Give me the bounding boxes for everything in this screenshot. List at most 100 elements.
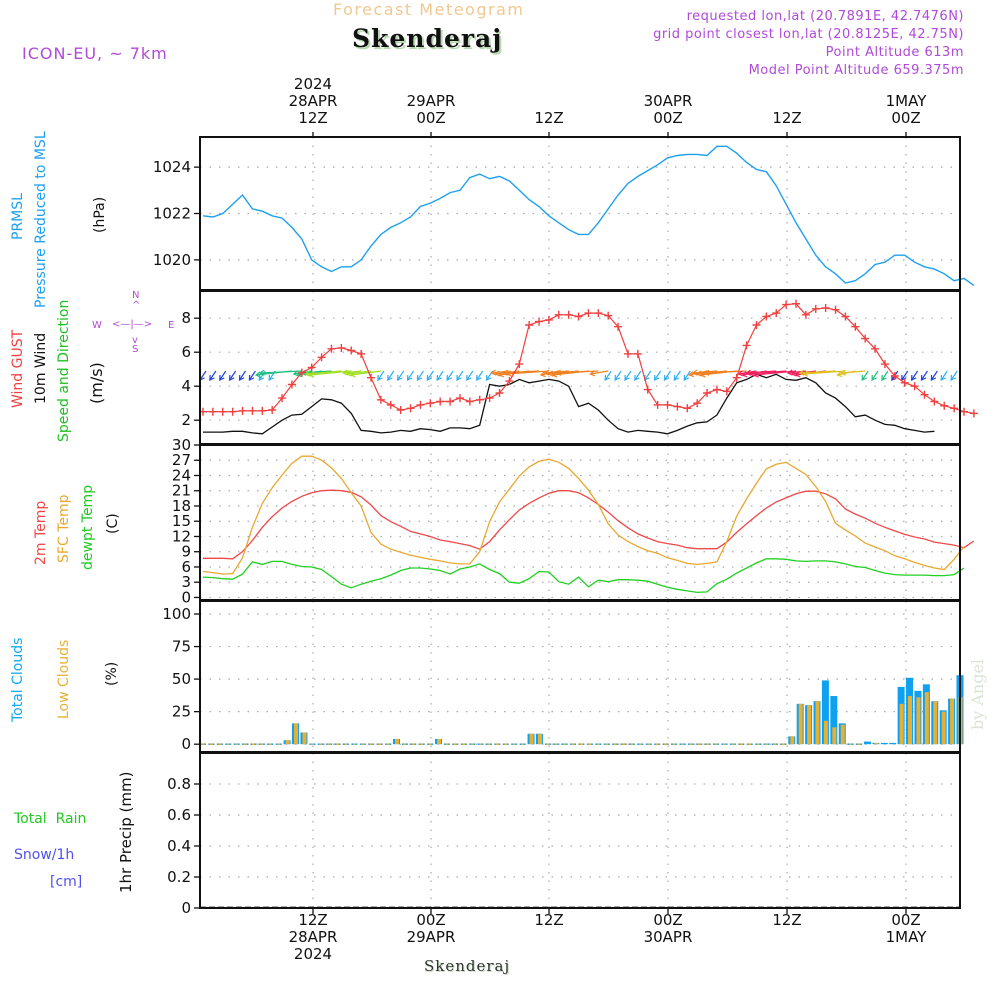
wind-arrow-head — [254, 371, 261, 378]
gust-marker — [910, 382, 919, 391]
wind-arrow-head — [397, 374, 403, 381]
top-axis-tick-line: 30APR — [643, 92, 693, 110]
gust-marker — [969, 409, 978, 418]
gust-marker — [436, 397, 445, 406]
wind-arrow — [416, 370, 424, 381]
wind-arrow-head — [786, 369, 793, 376]
gust-marker — [623, 349, 632, 358]
gust-marker — [871, 344, 880, 353]
low-cloud-bar — [832, 727, 837, 745]
gust-marker — [367, 373, 376, 382]
footer-station: Skenderaj — [424, 957, 511, 975]
gust-marker — [762, 312, 771, 321]
wind-arrow-head — [840, 369, 847, 376]
pressure-line — [202, 145, 975, 286]
gust-marker — [722, 387, 731, 396]
low-cloud-bar — [933, 701, 938, 745]
wind-arrow — [426, 370, 434, 381]
low-cloud-bar — [285, 740, 290, 745]
panel-frame — [199, 600, 961, 753]
compass-arrow-n-icon: ^ — [132, 300, 141, 311]
total-rain-label: Total Rain — [14, 811, 87, 827]
low-cloud-bar — [790, 736, 795, 745]
wind-arrow-head — [229, 374, 235, 381]
wind-arrow-head — [308, 371, 315, 378]
wind-arrow — [841, 370, 866, 374]
gust-marker — [357, 349, 366, 358]
wind-arrow — [614, 370, 622, 381]
wind-arrow — [940, 370, 948, 381]
compass-e: E — [168, 320, 175, 331]
wind-arrow — [544, 370, 569, 374]
top-axis-tick-label: 29APR 00Z — [391, 93, 471, 127]
gust-marker — [930, 397, 939, 406]
gust-marker — [238, 406, 247, 415]
gust-marker — [772, 309, 781, 318]
gust-marker — [297, 368, 306, 377]
gust-marker — [574, 312, 583, 321]
y-tick-label: 25 — [172, 703, 191, 721]
wind-arrow-head — [673, 374, 680, 381]
wind-arrow — [920, 370, 928, 381]
wind-arrow-head — [589, 370, 596, 377]
wind-arrow-head — [634, 374, 640, 381]
bottom-axis-tick-label: 12Z 28APR 2024 — [273, 912, 353, 963]
bottom-axis-tick-line: 2024 — [293, 945, 333, 963]
gust-marker — [703, 389, 712, 397]
y-tick-label: 30 — [172, 436, 191, 454]
wind-arrow-head — [703, 369, 710, 376]
wind-speed-line — [203, 373, 935, 435]
low-cloud-bar — [798, 703, 803, 745]
wind-arrow-head — [476, 374, 482, 381]
gust-marker — [831, 305, 840, 314]
total-cloud-bar — [821, 680, 829, 745]
wind-arrow — [673, 370, 681, 381]
wind-arrow-head — [501, 369, 508, 376]
gust-marker — [792, 299, 800, 308]
low-cloud-bar — [908, 696, 913, 745]
y-tick-label: 0 — [181, 735, 191, 753]
y-tick-label: 12 — [172, 527, 191, 545]
top-axis-tick-label: 30APR 00Z — [628, 93, 708, 127]
gust-marker — [614, 322, 623, 331]
wind-arrow — [911, 370, 919, 381]
gust-marker — [465, 397, 474, 406]
wind-arrow-head — [695, 370, 702, 377]
wind-arrow-head — [543, 369, 550, 376]
wind-arrow — [476, 370, 484, 381]
bottom-axis-tick-label: 00Z 30APR — [628, 912, 708, 946]
wind-arrow-head — [691, 369, 698, 376]
bottom-axis-tick-line: 12Z — [298, 911, 328, 929]
y-tick-label: 0 — [181, 588, 191, 606]
snow-label: Snow/1h — [14, 847, 75, 863]
wind-arrow — [377, 370, 385, 381]
compass-s: S — [132, 344, 139, 355]
gust-marker — [208, 407, 217, 416]
wind-arrow-head — [209, 374, 215, 381]
wind-arrow-head — [436, 374, 442, 381]
y-tick-label: 4 — [181, 377, 191, 395]
wind-arrow-head — [505, 370, 512, 377]
gust-marker — [218, 407, 227, 416]
wind-arrow — [209, 370, 217, 381]
wind-arrow — [219, 370, 227, 381]
y-tick-label: 21 — [172, 482, 191, 500]
gust-marker — [337, 343, 346, 352]
low-cloud-bar — [437, 738, 442, 745]
compass-rose: N ^ W <—|—> E v S — [92, 288, 182, 358]
wind-arrow — [604, 370, 612, 381]
wind-arrow — [654, 370, 662, 381]
wind-arrow-head — [268, 374, 274, 381]
gust-marker — [801, 310, 810, 319]
model-label: ICON-EU, ~ 7km — [22, 44, 168, 63]
wind-arrow-head — [547, 370, 554, 377]
wind-arrow-head — [790, 370, 797, 377]
top-axis-tick-label: 1MAY 00Z — [866, 93, 946, 127]
gust-marker — [406, 404, 415, 413]
wind-arrow — [556, 370, 599, 374]
wind-arrow — [347, 370, 372, 375]
top-axis-tick-line: 2024 — [293, 75, 333, 93]
wind-arrow-head — [494, 370, 501, 377]
y-tick-label: 0.6 — [167, 806, 191, 824]
